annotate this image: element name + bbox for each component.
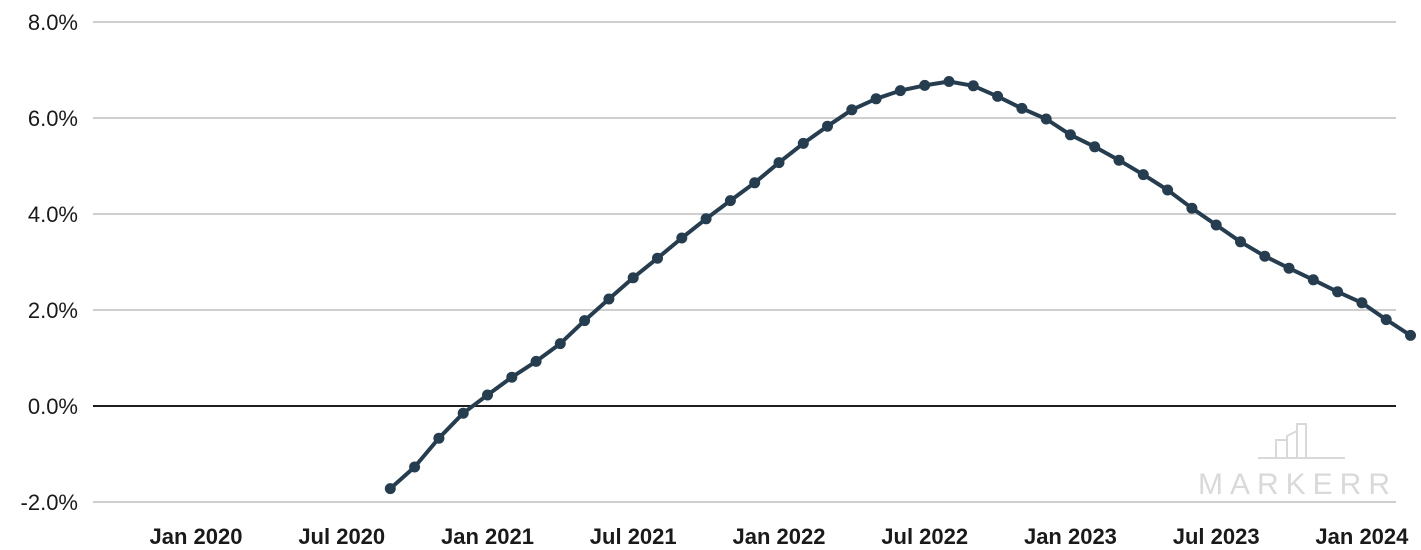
building-icon <box>1258 423 1345 459</box>
data-point <box>773 157 785 169</box>
data-point <box>822 120 833 132</box>
y-tick-label: 8.0% <box>28 10 78 35</box>
x-tick-label: Jul 2023 <box>1173 524 1260 549</box>
data-point <box>846 104 858 116</box>
data-point <box>724 195 736 207</box>
data-point <box>1380 314 1392 326</box>
data-point <box>1405 329 1416 341</box>
data-point <box>749 177 761 189</box>
data-point <box>1113 154 1125 166</box>
data-point <box>554 338 566 350</box>
x-tick-label: Jan 2023 <box>1024 524 1117 549</box>
data-point <box>797 137 809 149</box>
data-point <box>530 355 542 367</box>
y-tick-label: 2.0% <box>28 298 78 323</box>
gridlines <box>93 21 1396 503</box>
data-point <box>1016 102 1028 114</box>
y-axis-tick-labels: 8.0% 6.0% 4.0% 2.0% 0.0% -2.0% <box>21 10 78 515</box>
data-point <box>506 371 518 383</box>
markerr-watermark-logo: MARKERR <box>1198 423 1397 501</box>
x-tick-label: Jul 2020 <box>298 524 385 549</box>
data-point <box>1259 250 1271 262</box>
data-point <box>1064 129 1076 141</box>
data-point <box>1356 297 1368 309</box>
data-point <box>1162 184 1174 196</box>
data-point <box>992 90 1004 102</box>
data-point <box>894 85 906 97</box>
data-point <box>1332 286 1344 298</box>
data-point <box>967 80 979 92</box>
y-tick-label: 0.0% <box>28 394 78 419</box>
x-tick-label: Jan 2021 <box>441 524 534 549</box>
data-point <box>1137 169 1149 181</box>
data-point <box>1307 274 1319 286</box>
data-point <box>457 407 469 419</box>
x-tick-label: Jan 2022 <box>732 524 825 549</box>
x-tick-label: Jul 2021 <box>590 524 677 549</box>
data-point <box>700 213 712 225</box>
data-point <box>652 252 663 264</box>
watermark-text: MARKERR <box>1198 468 1397 501</box>
data-point <box>1283 262 1295 274</box>
y-tick-label: 4.0% <box>28 202 78 227</box>
data-point <box>1235 236 1246 248</box>
data-point <box>1089 141 1101 153</box>
data-point <box>1210 219 1222 231</box>
data-point <box>676 232 688 244</box>
x-tick-label: Jul 2022 <box>881 524 968 549</box>
data-point <box>603 293 615 305</box>
data-point <box>409 461 421 473</box>
data-point <box>870 93 882 105</box>
series-line <box>388 79 1413 491</box>
data-point <box>1040 113 1052 125</box>
data-series <box>384 76 1416 495</box>
data-point <box>384 483 396 495</box>
data-point <box>482 389 493 401</box>
data-point <box>1186 202 1198 214</box>
data-point <box>943 76 955 87</box>
y-tick-label: 6.0% <box>28 106 78 131</box>
data-point <box>627 272 639 284</box>
x-axis-tick-labels: Jan 2020 Jul 2020 Jan 2021 Jul 2021 Jan 2022… <box>150 524 1410 549</box>
x-tick-label: Jan 2024 <box>1315 524 1409 549</box>
data-point <box>433 432 445 444</box>
data-point <box>919 79 931 91</box>
x-tick-label: Jan 2020 <box>150 524 243 549</box>
y-tick-label: -2.0% <box>21 490 78 515</box>
data-point <box>579 315 591 327</box>
